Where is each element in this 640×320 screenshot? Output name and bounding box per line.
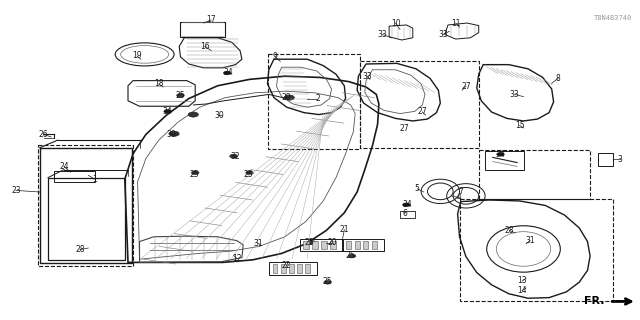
Text: 30: 30 [166, 130, 177, 139]
Bar [273, 264, 278, 273]
Bar [479, 150, 590, 199]
Text: 2: 2 [315, 94, 320, 103]
Text: 34: 34 [223, 68, 233, 77]
Text: 23: 23 [11, 186, 21, 195]
Text: 28: 28 [505, 226, 514, 235]
Text: 27: 27 [461, 82, 471, 91]
Bar [289, 264, 294, 273]
Text: 10: 10 [390, 19, 401, 28]
Circle shape [284, 95, 294, 100]
Text: T8N4B3740: T8N4B3740 [594, 15, 632, 20]
Text: 25: 25 [243, 170, 253, 179]
Text: 11: 11 [451, 19, 460, 28]
Circle shape [497, 152, 504, 156]
Text: 16: 16 [200, 42, 210, 51]
Circle shape [308, 241, 316, 244]
Circle shape [164, 109, 172, 113]
Text: 34: 34 [495, 150, 506, 159]
Text: 34: 34 [163, 107, 173, 116]
Text: 33: 33 [438, 30, 448, 39]
Circle shape [191, 171, 199, 175]
Bar [364, 241, 368, 249]
Text: 33: 33 [362, 72, 372, 81]
Text: 26: 26 [38, 130, 49, 139]
Text: 18: 18 [154, 79, 163, 88]
Bar [372, 241, 377, 249]
Circle shape [403, 203, 410, 207]
Bar [355, 241, 360, 249]
Text: 4: 4 [457, 193, 462, 202]
Circle shape [348, 254, 356, 258]
Circle shape [230, 154, 237, 158]
Bar [321, 241, 326, 249]
Circle shape [324, 280, 332, 284]
Circle shape [223, 71, 231, 75]
Bar [330, 241, 335, 249]
Text: 25: 25 [175, 91, 186, 100]
Text: 6: 6 [402, 209, 407, 218]
Text: 20: 20 [328, 238, 338, 247]
Text: 24: 24 [59, 162, 69, 171]
Text: 13: 13 [517, 276, 527, 285]
Circle shape [169, 131, 179, 136]
Text: 3: 3 [617, 155, 622, 164]
Text: FR.: FR. [584, 296, 605, 307]
Text: 19: 19 [132, 52, 142, 60]
Text: 31: 31 [253, 239, 264, 248]
Circle shape [246, 171, 253, 175]
Text: 34: 34 [402, 200, 412, 209]
Circle shape [188, 112, 198, 117]
Text: 7: 7 [458, 188, 463, 196]
Bar [346, 241, 351, 249]
Text: 30: 30 [214, 111, 224, 120]
Circle shape [177, 93, 184, 97]
Text: 9: 9 [273, 52, 278, 61]
Text: 14: 14 [517, 286, 527, 295]
Text: 25: 25 [323, 277, 333, 286]
Text: 25: 25 [346, 252, 356, 260]
Text: 33: 33 [378, 30, 388, 39]
Bar [281, 264, 285, 273]
Text: 28: 28 [76, 245, 84, 254]
Text: 25: 25 [189, 170, 200, 179]
Text: 22: 22 [282, 261, 291, 270]
Text: 27: 27 [399, 124, 410, 133]
Bar [38, 145, 133, 266]
Text: 8: 8 [556, 74, 561, 83]
Text: 12: 12 [232, 254, 241, 263]
Bar [297, 264, 301, 273]
Text: 17: 17 [206, 15, 216, 24]
Text: 15: 15 [515, 121, 525, 130]
Bar [305, 264, 310, 273]
Text: 1: 1 [92, 175, 97, 184]
Text: 29: 29 [282, 93, 292, 102]
Bar [312, 241, 317, 249]
Bar [303, 241, 308, 249]
Bar [460, 199, 613, 301]
Text: 5: 5 [415, 184, 420, 193]
Text: 25: 25 [305, 238, 315, 247]
Text: 32: 32 [230, 152, 241, 161]
Text: 21: 21 [340, 225, 349, 234]
Text: 31: 31 [525, 236, 535, 245]
Text: 33: 33 [509, 90, 520, 99]
Bar [360, 61, 479, 148]
Bar [268, 54, 360, 149]
Text: 27: 27 [417, 108, 428, 116]
